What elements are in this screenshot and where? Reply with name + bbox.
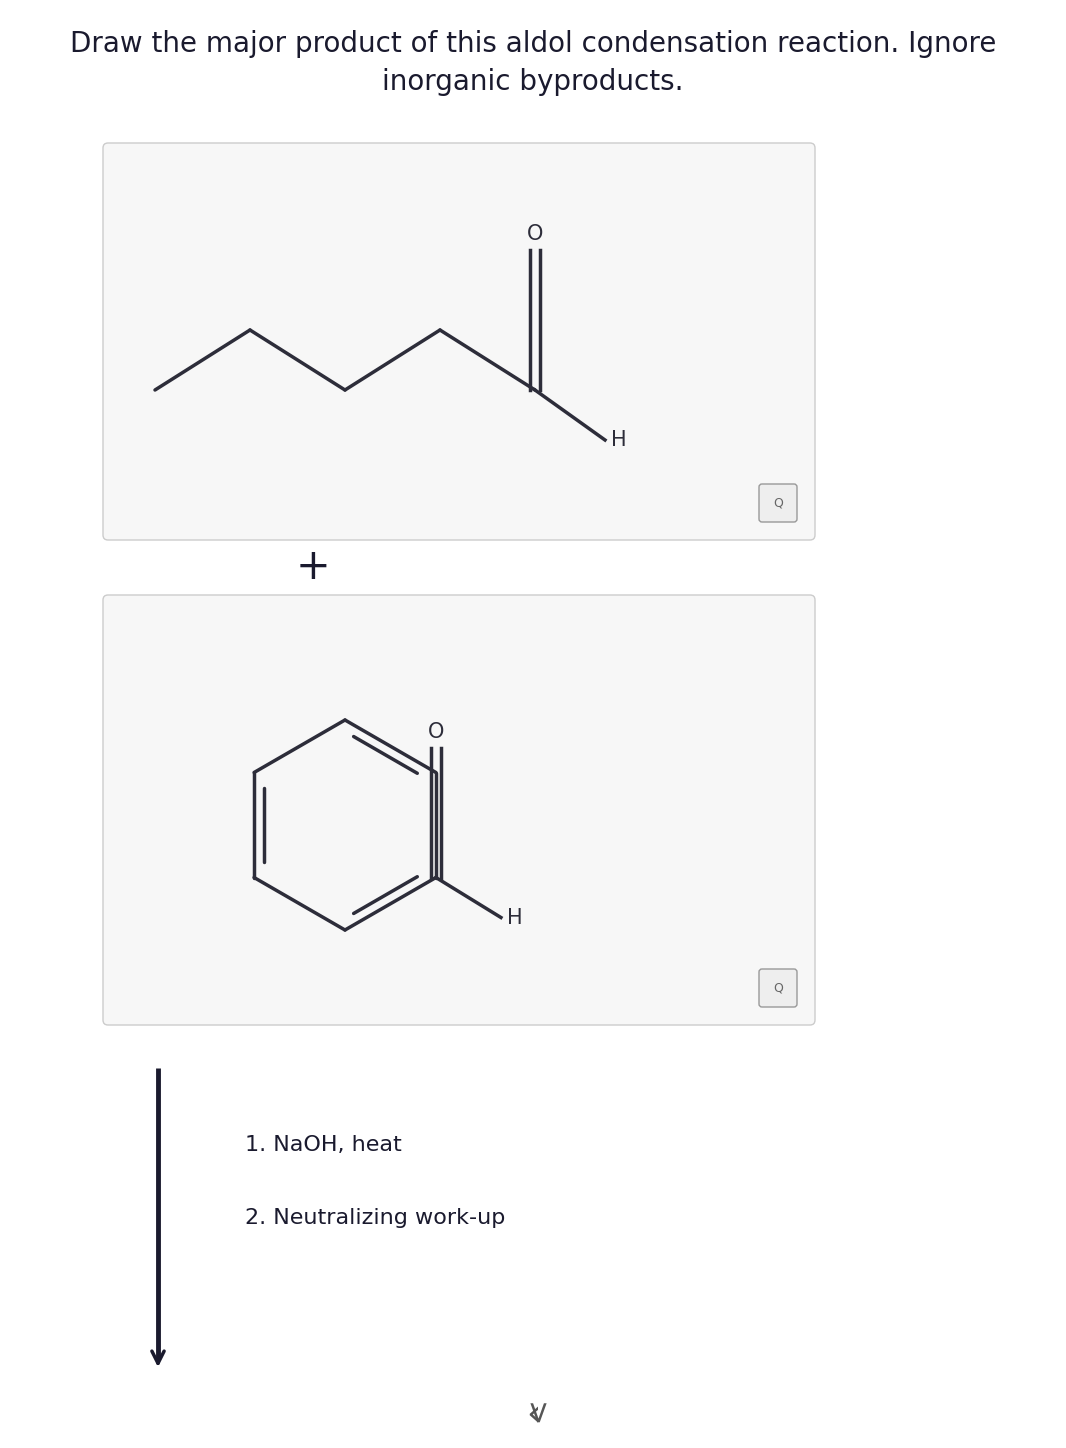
FancyBboxPatch shape <box>759 969 797 1006</box>
Text: H: H <box>611 430 627 450</box>
FancyBboxPatch shape <box>103 595 815 1025</box>
Text: Draw the major product of this aldol condensation reaction. Ignore: Draw the major product of this aldol con… <box>69 30 997 58</box>
Text: 1. NaOH, heat: 1. NaOH, heat <box>245 1135 402 1156</box>
Text: ‹: ‹ <box>526 1397 540 1432</box>
Text: >: > <box>518 1402 548 1428</box>
Text: O: O <box>527 224 544 245</box>
Text: Q: Q <box>773 497 782 510</box>
Text: 2. Neutralizing work-up: 2. Neutralizing work-up <box>245 1208 505 1228</box>
Text: O: O <box>427 721 445 741</box>
Text: Q: Q <box>773 982 782 995</box>
Text: +: + <box>295 546 330 588</box>
Text: inorganic byproducts.: inorganic byproducts. <box>383 68 683 96</box>
FancyBboxPatch shape <box>103 143 815 540</box>
FancyBboxPatch shape <box>759 484 797 521</box>
Text: H: H <box>507 908 522 928</box>
